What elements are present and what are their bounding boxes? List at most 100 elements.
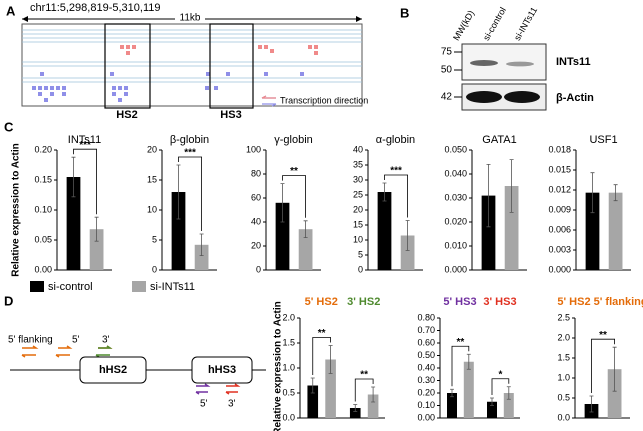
- legend-label: si-control: [48, 281, 93, 293]
- bar: [367, 394, 379, 418]
- panel-label: A: [6, 3, 16, 18]
- y-tick-label: 0.5: [282, 387, 295, 397]
- y-tick-label: 100: [246, 144, 261, 154]
- y-tick-label: 0.05: [34, 234, 52, 244]
- lane-header: si-control: [481, 6, 508, 43]
- error-bar: [353, 404, 358, 412]
- significance-bracket: [282, 175, 306, 218]
- y-tick-label: 60: [251, 192, 261, 202]
- y-tick-label: 0.018: [548, 144, 571, 154]
- marker-label: 50: [441, 65, 453, 76]
- western-blot: MW(kD) si-control si-INTs11 75 50 42 INT…: [441, 5, 594, 111]
- bar: [275, 202, 290, 270]
- significance-label: ***: [184, 148, 196, 159]
- y-tick-label: 0.60: [417, 337, 435, 347]
- band: [506, 61, 534, 67]
- error-bar: [371, 386, 376, 403]
- bar: [307, 385, 319, 418]
- genome-browser: chr11:5,298,819-5,310,119 11kb HS2 HS3: [21, 2, 368, 121]
- region-label: chr11:5,298,819-5,310,119: [30, 2, 160, 14]
- y-tick-label: 30: [353, 174, 363, 184]
- direction-label: Transcription direction: [280, 95, 368, 105]
- error-bar: [303, 220, 308, 238]
- y-axis-label: Relative expression to Actin: [11, 143, 22, 277]
- y-tick-label: 0: [256, 264, 261, 274]
- y-tick-label: 0.050: [444, 144, 467, 154]
- y-tick-label: 0.0: [557, 412, 570, 422]
- bar: [377, 192, 392, 270]
- category-label: 5' HS2: [305, 296, 338, 308]
- hs-label: hHS2: [99, 364, 127, 376]
- y-tick-label: 0.00: [34, 264, 52, 274]
- significance-label: **: [599, 330, 607, 341]
- y-tick-label: 20: [251, 240, 261, 250]
- y-tick-label: 0.040: [444, 168, 467, 178]
- significance-label: **: [360, 370, 368, 381]
- legend-swatch: [30, 281, 44, 292]
- bar: [585, 192, 600, 270]
- y-tick-label: 0.00: [417, 412, 435, 422]
- y-tick-label: 5: [152, 234, 157, 244]
- y-tick-label: 40: [353, 144, 363, 154]
- y-tick-label: 0.80: [417, 312, 435, 322]
- y-tick-label: 0.006: [548, 224, 571, 234]
- error-bar: [382, 182, 387, 202]
- y-tick-label: 0.003: [548, 244, 571, 254]
- band: [466, 91, 502, 103]
- y-tick-label: 0: [358, 264, 363, 274]
- y-tick-label: 5: [358, 249, 363, 259]
- y-tick-label: 0.015: [548, 164, 571, 174]
- error-bar: [405, 220, 410, 251]
- error-bar: [612, 346, 617, 392]
- y-tick-label: 0.10: [417, 400, 435, 410]
- bar: [447, 393, 457, 418]
- y-tick-label: 0.012: [548, 184, 571, 194]
- primer-label: 3': [228, 399, 236, 410]
- y-tick-label: 0.0: [282, 412, 295, 422]
- bar: [608, 192, 623, 270]
- significance-bracket: [312, 337, 331, 375]
- significance-label: **: [290, 166, 298, 177]
- y-tick-label: 80: [251, 168, 261, 178]
- primer-arrows: [21, 345, 241, 395]
- y-tick-label: 0.000: [444, 264, 467, 274]
- y-tick-label: 20: [147, 144, 157, 154]
- bar: [194, 244, 209, 270]
- y-tick-label: 0.70: [417, 325, 435, 335]
- bar: [487, 401, 497, 418]
- chart-title: USF1: [589, 134, 617, 146]
- error-bar: [613, 184, 618, 202]
- bar: [463, 361, 474, 418]
- bar: [503, 393, 514, 418]
- y-tick-label: 0.020: [444, 216, 467, 226]
- chart-title: γ-globin: [274, 134, 313, 146]
- y-tick-label: 0.010: [444, 240, 467, 250]
- y-tick-label: 0.009: [548, 204, 571, 214]
- marker-label: 42: [441, 92, 453, 103]
- significance-label: **: [318, 328, 326, 339]
- y-tick-label: 35: [353, 159, 363, 169]
- bar: [607, 369, 622, 418]
- primer-label: 3': [102, 335, 110, 346]
- significance-bracket: [451, 345, 470, 387]
- y-tick-label: 0.030: [444, 192, 467, 202]
- y-tick-label: 0.40: [417, 362, 435, 372]
- significance-label: *: [498, 369, 502, 380]
- y-tick-label: 1.0: [557, 372, 570, 382]
- protein-label: INTs11: [556, 56, 591, 68]
- error-bar: [71, 156, 76, 198]
- chart-title: α-globin: [376, 134, 415, 146]
- y-tick-label: 0.30: [417, 375, 435, 385]
- error-bar: [328, 345, 333, 374]
- hs-box: [79, 356, 147, 384]
- hs2-box: [104, 23, 151, 109]
- scale-bg: [175, 12, 205, 24]
- legend-label: si-INTs11: [150, 281, 195, 293]
- band: [470, 60, 498, 66]
- y-tick-label: 15: [353, 219, 363, 229]
- significance-bracket: [384, 174, 408, 218]
- y-tick-label: 15: [147, 174, 157, 184]
- y-tick-label: 1.5: [282, 337, 295, 347]
- significance-bracket: [354, 378, 374, 402]
